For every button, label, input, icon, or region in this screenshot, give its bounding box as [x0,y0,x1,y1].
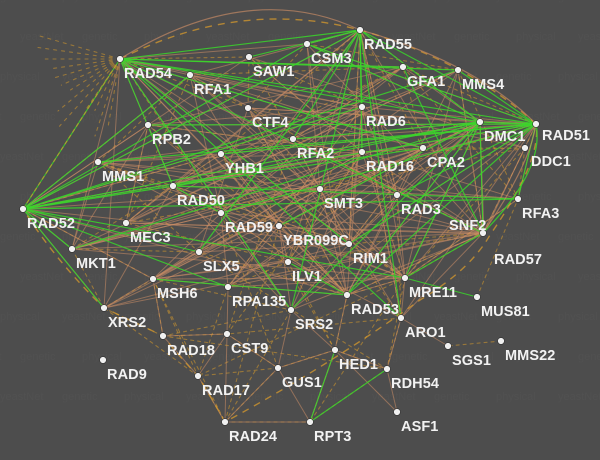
svg-text:genetic: genetic [82,31,118,43]
svg-text:yeastNet: yeastNet [434,311,477,323]
svg-text:yeastNet: yeastNet [0,111,1,123]
svg-text:genetic: genetic [392,351,428,363]
svg-text:physical: physical [558,71,598,83]
svg-text:physical: physical [516,271,556,283]
svg-text:genetic: genetic [578,351,600,363]
svg-text:yeastNet: yeastNet [496,0,539,3]
svg-text:genetic: genetic [20,111,56,123]
svg-text:physical: physical [516,31,556,43]
svg-text:physical: physical [62,0,102,3]
svg-text:yeastNet: yeastNet [0,351,1,363]
svg-text:yeastNet: yeastNet [558,391,600,403]
svg-text:genetic: genetic [206,111,242,123]
svg-text:yeastNet: yeastNet [0,391,43,403]
svg-text:genetic: genetic [516,191,552,203]
svg-text:yeastNet: yeastNet [62,311,105,323]
svg-text:genetic: genetic [454,31,490,43]
svg-text:genetic: genetic [434,391,470,403]
svg-text:physical: physical [0,71,40,83]
svg-text:yeastNet: yeastNet [124,0,167,3]
svg-text:physical: physical [124,391,164,403]
svg-text:physical: physical [310,391,350,403]
svg-text:yeastNet: yeastNet [0,151,43,163]
svg-text:yeastNet: yeastNet [578,271,600,283]
svg-text:physical: physical [186,311,226,323]
svg-text:genetic: genetic [20,351,56,363]
svg-text:genetic: genetic [0,231,36,243]
svg-text:genetic: genetic [578,111,600,123]
svg-text:yeastNet: yeastNet [310,0,353,3]
svg-text:physical: physical [144,31,184,43]
svg-text:genetic: genetic [82,271,118,283]
svg-text:genetic: genetic [558,0,594,3]
svg-text:physical: physical [578,191,600,203]
svg-text:genetic: genetic [0,0,36,3]
svg-text:yeastNet: yeastNet [578,31,600,43]
svg-text:physical: physical [558,311,598,323]
svg-text:physical: physical [434,0,474,3]
svg-text:genetic: genetic [372,0,408,3]
svg-text:genetic: genetic [454,271,490,283]
svg-text:genetic: genetic [186,0,222,3]
svg-text:physical: physical [248,0,288,3]
svg-text:physical: physical [496,391,536,403]
svg-text:yeastNet: yeastNet [206,31,249,43]
svg-text:yeastNet: yeastNet [20,271,63,283]
svg-text:genetic: genetic [558,231,594,243]
svg-text:genetic: genetic [62,391,98,403]
svg-text:physical: physical [0,311,40,323]
